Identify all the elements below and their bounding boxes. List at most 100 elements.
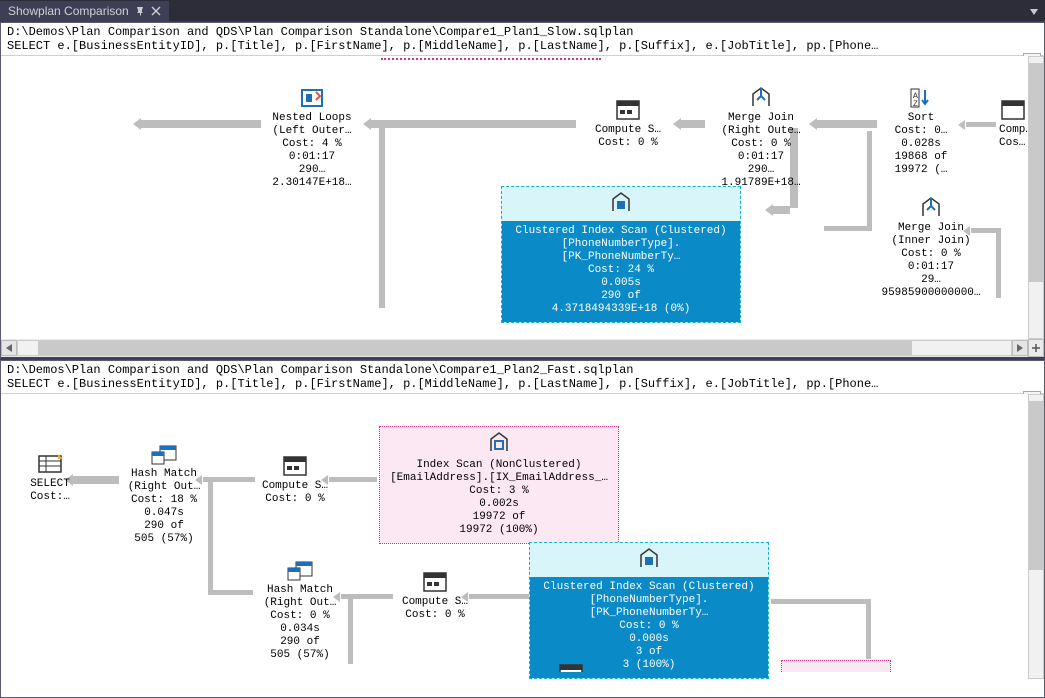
- lbl: 19972 (…: [881, 164, 961, 177]
- hash-match-icon: [150, 442, 178, 466]
- plan1-query: SELECT e.[BusinessEntityID], p.[Title], …: [7, 39, 1038, 53]
- index-scan-icon: [485, 431, 513, 455]
- nested-loops-icon: [298, 86, 326, 110]
- scroll-left-icon[interactable]: [1, 340, 17, 356]
- lbl: Cost: 0 %: [869, 248, 993, 261]
- lbl: 3 of: [536, 646, 762, 659]
- node-hash-match[interactable]: Hash Match (Right Out… Cost: 18 % 0.047s…: [121, 442, 207, 546]
- clustered-index-scan-icon: [607, 191, 635, 215]
- plan2-query: SELECT e.[BusinessEntityID], p.[Title], …: [7, 377, 1038, 391]
- node-index-scan-highlighted[interactable]: Index Scan (NonClustered) [EmailAddress]…: [379, 426, 619, 544]
- node-clustered-index-scan-highlighted[interactable]: Clustered Index Scan (Clustered) [PhoneN…: [501, 186, 741, 323]
- node-sort[interactable]: AZ Sort Cost: 0… 0.028s 19868 of 19972 (…: [881, 86, 961, 177]
- top-plan-pane: D:\Demos\Plan Comparison and QDS\Plan Co…: [0, 22, 1045, 360]
- lbl: [PhoneNumberType].[PK_PhoneNumberTy…: [536, 594, 762, 620]
- compute-scalar-icon: [557, 662, 585, 672]
- lbl: Cos…: [999, 137, 1028, 150]
- lbl: Cost:…: [23, 491, 77, 504]
- arrow: [469, 594, 529, 599]
- lbl: Cost: 0 %: [536, 620, 762, 633]
- arrow: [771, 599, 871, 604]
- lbl: (Right Out…: [257, 597, 343, 610]
- node-compute-scalar[interactable]: Compute S… Cost: 0 %: [583, 98, 673, 150]
- lbl: Hash Match: [121, 468, 207, 481]
- lbl: 290…: [709, 164, 813, 177]
- node-compute-partial[interactable]: [529, 662, 613, 674]
- merge-join-icon: [917, 196, 945, 220]
- lbl: Compute S…: [253, 480, 337, 493]
- node-compute-scalar[interactable]: Compute S… Cost: 0 %: [253, 454, 337, 506]
- tab-title: Showplan Comparison: [8, 4, 129, 18]
- vertical-scrollbar[interactable]: [1028, 394, 1044, 679]
- lbl: 0:01:17: [257, 151, 367, 164]
- node-clustered-index-scan-highlighted[interactable]: Clustered Index Scan (Clustered) [PhoneN…: [529, 542, 769, 679]
- node-select[interactable]: SELECT Cost:…: [23, 452, 77, 504]
- arrow: [371, 120, 576, 128]
- arrow: [141, 120, 261, 128]
- lbl: Nested Loops: [257, 112, 367, 125]
- close-icon[interactable]: [151, 6, 161, 16]
- lbl: Clustered Index Scan (Clustered): [536, 581, 762, 594]
- lbl: 290 of: [508, 290, 734, 303]
- tab-showplan[interactable]: Showplan Comparison: [0, 1, 169, 21]
- node-hash-match[interactable]: Hash Match (Right Out… Cost: 0 % 0.034s …: [257, 558, 343, 662]
- arrow: [348, 599, 353, 664]
- compute-scalar-icon: [614, 98, 642, 122]
- horizontal-scrollbar[interactable]: [1, 339, 1028, 357]
- arrow: [773, 206, 790, 214]
- node-compute-scalar[interactable]: Compute S… Cost: 0 %: [393, 570, 477, 622]
- lbl: Compute S…: [393, 596, 477, 609]
- zoom-corner-button[interactable]: [1028, 339, 1044, 357]
- lbl: SELECT: [23, 478, 77, 491]
- lbl: 19868 of: [881, 151, 961, 164]
- lbl: 0.047s: [121, 507, 207, 520]
- lbl: Cost: 4 %: [257, 138, 367, 151]
- clustered-index-scan-icon: [635, 547, 663, 571]
- plan2-canvas[interactable]: SELECT Cost:… Hash Match (Right Out… Cos…: [1, 394, 1028, 679]
- lbl: (Right Out…: [121, 481, 207, 494]
- arrow: [73, 476, 119, 484]
- lbl: 0.005s: [508, 277, 734, 290]
- arrow: [213, 590, 253, 595]
- lbl: 0:01:17: [709, 151, 813, 164]
- lbl: 19972 of: [388, 511, 610, 524]
- node-merge-join[interactable]: Merge Join (Right Oute… Cost: 0 % 0:01:1…: [709, 86, 813, 190]
- arrow: [966, 122, 996, 127]
- window-dropdown-icon[interactable]: [1027, 5, 1041, 19]
- node-merge-join-inner[interactable]: Merge Join (Inner Join) Cost: 0 % 0:01:1…: [869, 196, 993, 300]
- lbl: Hash Match: [257, 584, 343, 597]
- lbl: 290 of: [257, 636, 343, 649]
- lbl: 0.028s: [881, 138, 961, 151]
- pin-icon[interactable]: [135, 6, 145, 16]
- merge-join-icon: [747, 86, 775, 110]
- node-nested-loops[interactable]: Nested Loops (Left Outer… Cost: 4 % 0:01…: [257, 86, 367, 190]
- plan1-canvas[interactable]: Nested Loops (Left Outer… Cost: 4 % 0:01…: [1, 56, 1028, 339]
- tab-bar: Showplan Comparison: [0, 0, 1045, 22]
- lbl: 19972 (100%): [388, 524, 610, 537]
- lbl: Index Scan (NonClustered): [388, 459, 610, 472]
- arrow: [681, 120, 705, 128]
- plan1-path: D:\Demos\Plan Comparison and QDS\Plan Co…: [7, 25, 1038, 39]
- plan2-path: D:\Demos\Plan Comparison and QDS\Plan Co…: [7, 363, 1038, 377]
- lbl: 0.002s: [388, 498, 610, 511]
- lbl: Cost: 0 %: [709, 138, 813, 151]
- lbl: 2.30147E+18…: [257, 177, 367, 190]
- arrow: [824, 226, 872, 231]
- plan1-canvas-wrap: Nested Loops (Left Outer… Cost: 4 % 0:01…: [1, 56, 1044, 357]
- compute-scalar-icon: [281, 454, 309, 478]
- lbl: 505 (57%): [257, 649, 343, 662]
- compute-scalar-icon: [421, 570, 449, 594]
- node-compute-partial[interactable]: Comp… Cos…: [999, 98, 1028, 150]
- bottom-plan-pane: D:\Demos\Plan Comparison and QDS\Plan Co…: [0, 360, 1045, 698]
- lbl: 290 of: [121, 520, 207, 533]
- lbl: 0.000s: [536, 633, 762, 646]
- vertical-scrollbar[interactable]: [1028, 56, 1044, 339]
- lbl: Cost: 0 %: [257, 610, 343, 623]
- scroll-right-icon[interactable]: [1012, 340, 1028, 356]
- lbl: [PhoneNumberType].[PK_PhoneNumberTy…: [508, 238, 734, 264]
- split-panes: D:\Demos\Plan Comparison and QDS\Plan Co…: [0, 22, 1045, 698]
- lbl: Cost: 0…: [881, 125, 961, 138]
- plan1-header: D:\Demos\Plan Comparison and QDS\Plan Co…: [1, 23, 1044, 56]
- lbl: 290…: [257, 164, 367, 177]
- hash-match-icon: [286, 558, 314, 582]
